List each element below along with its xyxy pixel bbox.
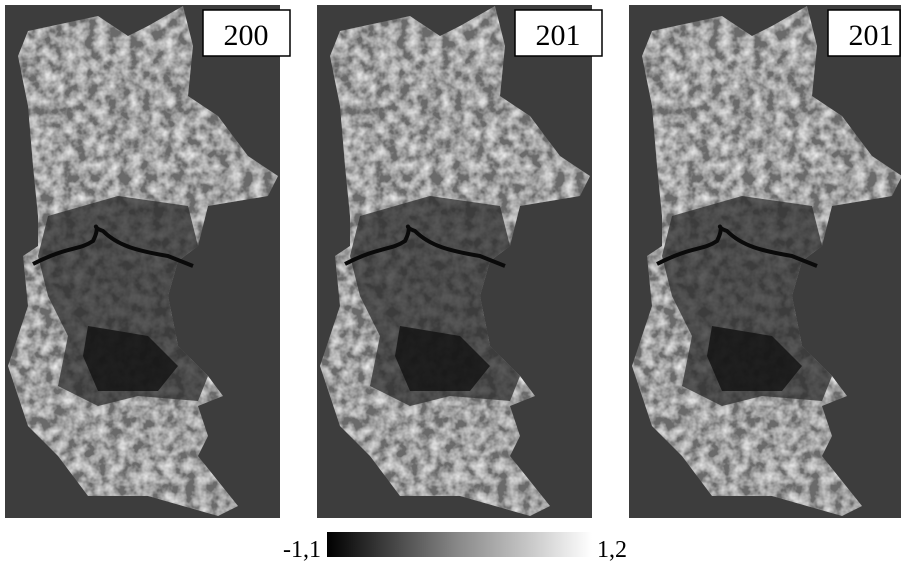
panel: 201 — [629, 5, 901, 518]
panel-label: 201 — [849, 19, 894, 52]
colorbar-gradient — [327, 532, 592, 557]
colorbar-max-label: 1,2 — [597, 537, 627, 563]
label-box — [827, 9, 901, 57]
panel-label: 200 — [224, 19, 269, 52]
panel-label: 201 — [536, 19, 581, 52]
label-box — [514, 9, 603, 57]
panel: 201 — [317, 5, 603, 518]
colorbar: -1,1 1,2 — [283, 532, 627, 563]
label-box — [202, 9, 291, 57]
panel: 200 — [5, 5, 291, 518]
colorbar-min-label: -1,1 — [283, 537, 321, 563]
